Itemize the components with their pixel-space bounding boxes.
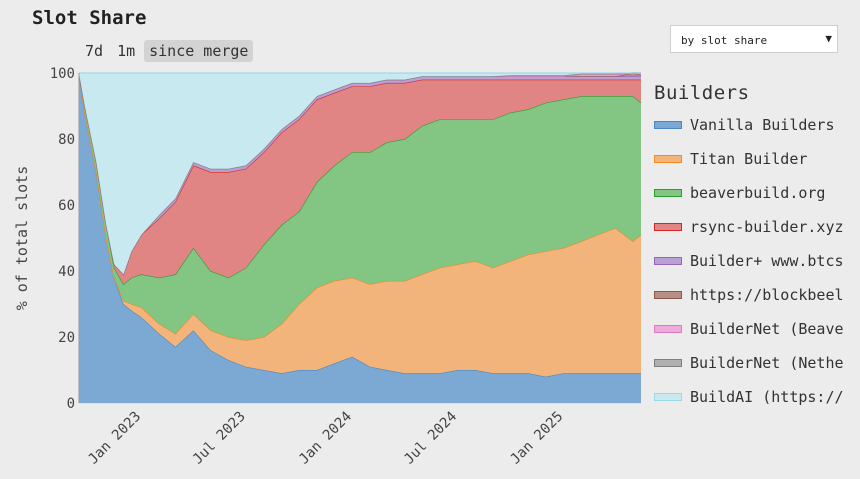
legend-swatch <box>654 325 682 333</box>
y-tick-label: 100 <box>50 66 75 82</box>
x-tick-label: Jul 2024 <box>401 409 460 468</box>
legend-item[interactable]: BuilderNet (Nethe <box>654 346 860 380</box>
y-tick-label: 40 <box>58 264 75 280</box>
legend-swatch <box>654 257 682 265</box>
legend-item[interactable]: Builder+ www.btcs <box>654 244 860 278</box>
legend-item[interactable]: Vanilla Builders <box>654 108 860 142</box>
legend-label: Builder+ www.btcs <box>690 252 844 270</box>
legend-label: BuilderNet (Beave <box>690 320 844 338</box>
tab-1m[interactable]: 1m <box>117 42 136 60</box>
x-tick-label: Jan 2025 <box>507 409 566 468</box>
legend-title: Builders <box>654 82 750 104</box>
x-tick-label: Jan 2024 <box>296 409 355 468</box>
legend-swatch <box>654 359 682 367</box>
legend-swatch <box>654 393 682 401</box>
x-tick-label: Jul 2023 <box>190 409 249 468</box>
legend-label: rsync-builder.xyz <box>690 218 844 236</box>
page-title: Slot Share <box>32 7 147 29</box>
legend-item[interactable]: beaverbuild.org <box>654 176 860 210</box>
chevron-down-icon: ▼ <box>825 32 832 45</box>
y-tick-label: 80 <box>58 132 75 148</box>
x-tick-label: Jan 2023 <box>85 409 144 468</box>
legend-label: Titan Builder <box>690 150 808 168</box>
sort-dropdown-value: by slot share <box>681 34 768 47</box>
legend-label: BuilderNet (Nethe <box>690 354 844 372</box>
legend-item[interactable]: rsync-builder.xyz <box>654 210 860 244</box>
sort-dropdown[interactable]: by slot share ▼ <box>670 25 838 53</box>
y-tick-label: 0 <box>67 396 75 412</box>
legend-item[interactable]: Titan Builder <box>654 142 860 176</box>
legend-label: beaverbuild.org <box>690 184 826 202</box>
area-series-1 <box>79 73 641 377</box>
legend-label: https://blockbeel <box>690 286 844 304</box>
area-series-3 <box>79 73 641 285</box>
legend-label: Vanilla Builders <box>690 116 835 134</box>
range-tabs: 7d 1m since merge <box>80 40 254 62</box>
tab-since-merge[interactable]: since merge <box>144 40 254 62</box>
area-series-2 <box>79 73 641 341</box>
legend-swatch <box>654 155 682 163</box>
legend-item[interactable]: BuildAI (https:// <box>654 380 860 414</box>
legend-swatch <box>654 189 682 197</box>
tab-7d[interactable]: 7d <box>85 42 104 60</box>
legend-swatch <box>654 291 682 299</box>
legend: Builders Vanilla Builders Titan Builder be… <box>654 82 860 414</box>
y-tick-label: 60 <box>58 198 75 214</box>
area-series-0 <box>79 73 641 403</box>
legend-swatch <box>654 121 682 129</box>
legend-swatch <box>654 223 682 231</box>
legend-label: BuildAI (https:// <box>690 388 844 406</box>
y-axis-label: % of total slots <box>13 166 31 311</box>
legend-item[interactable]: BuilderNet (Beave <box>654 312 860 346</box>
legend-item[interactable]: https://blockbeel <box>654 278 860 312</box>
y-tick-label: 20 <box>58 330 75 346</box>
area-series-8 <box>79 73 641 275</box>
